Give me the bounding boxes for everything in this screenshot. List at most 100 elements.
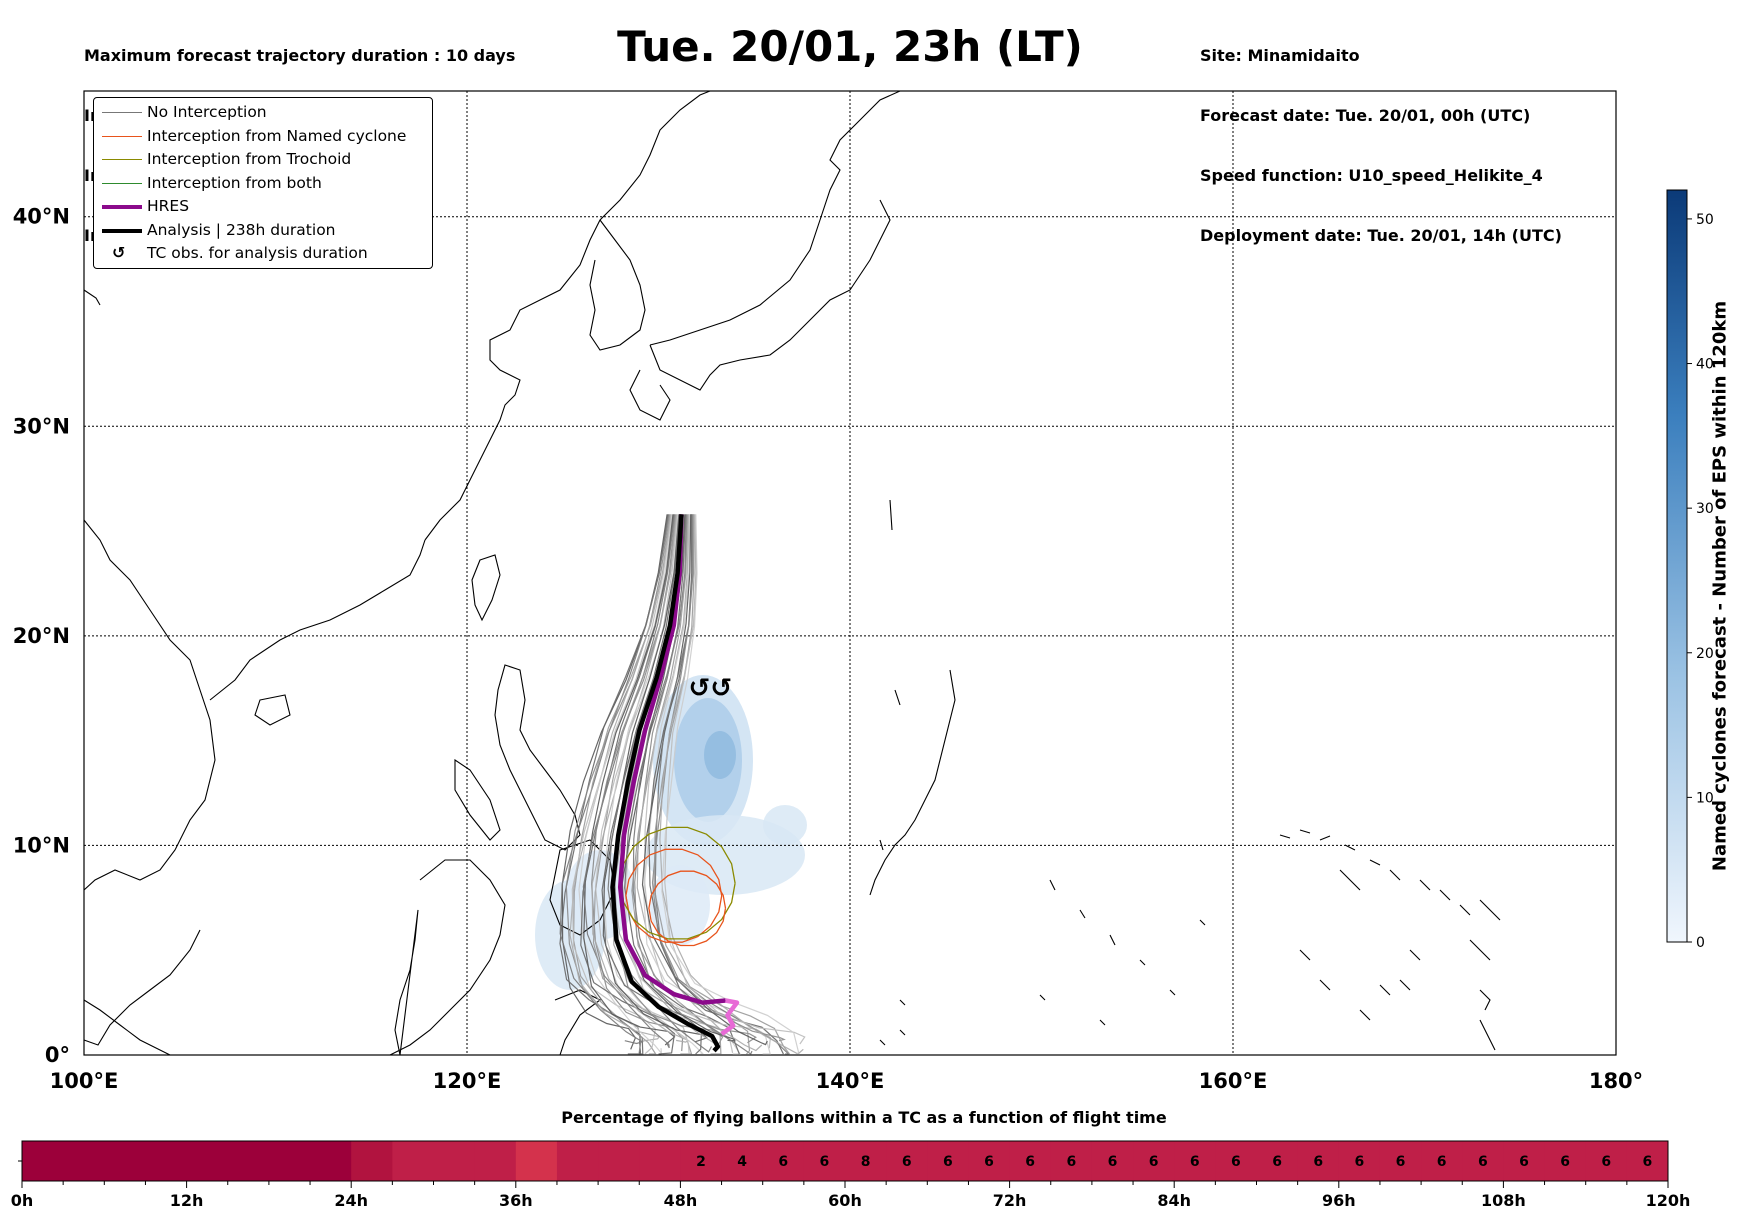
timeline-cell-label: 6 (1396, 1154, 1406, 1170)
timeline-cell (268, 1141, 311, 1181)
legend-entry: HRES (94, 195, 432, 218)
timeline-cell-label: 6 (1108, 1154, 1118, 1170)
timeline-tick-label: 36h (499, 1191, 533, 1210)
eps-track (664, 514, 806, 1045)
timeline-cell (1379, 1141, 1422, 1181)
legend-label: Interception from Trochoid (147, 150, 352, 168)
map-legend: No Interception Interception from Named c… (93, 97, 433, 269)
colorbar-ramp (1666, 189, 1688, 943)
eps-track (590, 514, 684, 1052)
mainland-coast (83, 90, 711, 1046)
timeline-cell (1544, 1141, 1587, 1181)
timeline-cell (1133, 1141, 1175, 1181)
longitude-tick-label: 160°E (1199, 1069, 1268, 1093)
timeline-cell (1503, 1141, 1546, 1181)
timeline-cell (392, 1141, 434, 1181)
timeline-cell (474, 1141, 517, 1181)
taiwan-island (471, 554, 501, 622)
eps-track (578, 514, 673, 1056)
timeline-cell-label: 6 (820, 1154, 830, 1170)
timeline-cell (803, 1141, 846, 1181)
eps-track (571, 514, 673, 1055)
legend-swatch (102, 159, 142, 160)
trajectory-tracks (559, 514, 806, 1056)
run-parameters-right: Site: Minamidaito Forecast date: Tue. 20… (1200, 6, 1562, 266)
timeline-cell (598, 1141, 640, 1181)
timeline-cell (1091, 1141, 1134, 1181)
timeline-tick-label: 120h (1646, 1191, 1691, 1210)
latitude-tick-label: 30°N (13, 414, 70, 438)
header-line: Site: Minamidaito (1200, 46, 1360, 65)
latitude-tick-label: 0° (45, 1043, 70, 1067)
timeline-cell-label: 6 (1149, 1154, 1159, 1170)
eps-track (559, 514, 670, 1045)
header-line: Forecast date: Tue. 20/01, 00h (UTC) (1200, 106, 1531, 125)
hres-track-tail (720, 998, 740, 1036)
legend-label: HRES (147, 197, 190, 215)
timeline-cell (1626, 1141, 1669, 1181)
legend-swatch (102, 228, 142, 233)
timeline-cell-label: 6 (1478, 1154, 1488, 1170)
latitude-tick-label: 40°N (13, 205, 70, 229)
hainan-island (254, 694, 291, 726)
timeline-cell-label: 6 (1066, 1154, 1076, 1170)
borneo-coast (389, 859, 506, 1056)
timeline-cell (1421, 1141, 1463, 1181)
colorbar-tick-label: 30 (1696, 501, 1714, 517)
latitude-tick-label: 20°N (13, 624, 70, 648)
legend-label: No Interception (147, 103, 267, 121)
timeline-cell-label: 6 (1560, 1154, 1570, 1170)
legend-label: TC obs. for analysis duration (147, 244, 368, 262)
japan-coast (629, 90, 901, 421)
timeline-cell (1297, 1141, 1340, 1181)
cyclone-density-field (535, 675, 807, 990)
longitude-tick-label: 140°E (816, 1069, 885, 1093)
timeline-cell (556, 1141, 599, 1181)
legend-entry: Interception from Trochoid (94, 148, 432, 171)
tc-observation-markers: ↺↺ (688, 674, 732, 704)
timeline-tick-label: 84h (1157, 1191, 1191, 1210)
timeline-cell (186, 1141, 229, 1181)
tc-obs-marker: ↺↺ (688, 674, 732, 704)
coastlines (83, 90, 1501, 1056)
timeline-cell (515, 1141, 558, 1181)
header-line: Speed function: U10_speed_Helikite_4 (1200, 166, 1543, 185)
timeline-cell (227, 1141, 270, 1181)
timeline-tick-label: 72h (993, 1191, 1027, 1210)
timeline-cell (1256, 1141, 1299, 1181)
page-title: Tue. 20/01, 23h (LT) (617, 22, 1083, 71)
timeline-cell-label: 6 (1519, 1154, 1529, 1170)
header-line: Maximum forecast trajectory duration : 1… (84, 46, 516, 65)
timeline-cell-label: 6 (1231, 1154, 1241, 1170)
eps-track (602, 514, 708, 1043)
timeline-tick-label: 48h (664, 1191, 698, 1210)
analysis-track (610, 514, 721, 1053)
eps-track (631, 514, 751, 1055)
legend-label: Interception from Named cyclone (147, 126, 407, 145)
timeline-cell (22, 1141, 64, 1181)
colorbar-tick-label: 50 (1696, 212, 1714, 228)
timeline-cell (762, 1141, 805, 1181)
interception-track (648, 870, 727, 947)
timeline-cell-label: 6 (1601, 1154, 1611, 1170)
axis-tick-labels: 100°E 120°E 140°E 160°E 180° 0° 10°N 20°N 30°N 40… (13, 205, 1643, 1093)
percentage-timeline: 2 4 6 6 8 6 6 6 6 6 6 6 6 6 6 6 6 6 6 6 6 6 6 60h 12h 24h 36h 48h 60… (11, 1140, 1691, 1210)
timeline-cell-label: 6 (1313, 1154, 1323, 1170)
hres-track (617, 514, 726, 1005)
timeline-cell-label: 2 (696, 1154, 706, 1170)
legend-label: Analysis | 238h duration (147, 220, 336, 239)
legend-swatch (102, 182, 142, 184)
longitude-tick-label: 120°E (433, 1069, 502, 1093)
legend-swatch (102, 205, 142, 209)
timeline-cell-label: 6 (902, 1154, 912, 1170)
eps-track (636, 514, 763, 1052)
timeline-cell (1215, 1141, 1257, 1181)
timeline-cell-label: 6 (1190, 1154, 1200, 1170)
timeline-cell (351, 1141, 393, 1181)
legend-entry: No Interception (94, 101, 432, 124)
timeline-cell-label: 6 (1025, 1154, 1035, 1170)
timeline-title: Percentage of flying ballons within a TC… (561, 1108, 1167, 1127)
timeline-cell (886, 1141, 928, 1181)
timeline-cell (927, 1141, 969, 1181)
